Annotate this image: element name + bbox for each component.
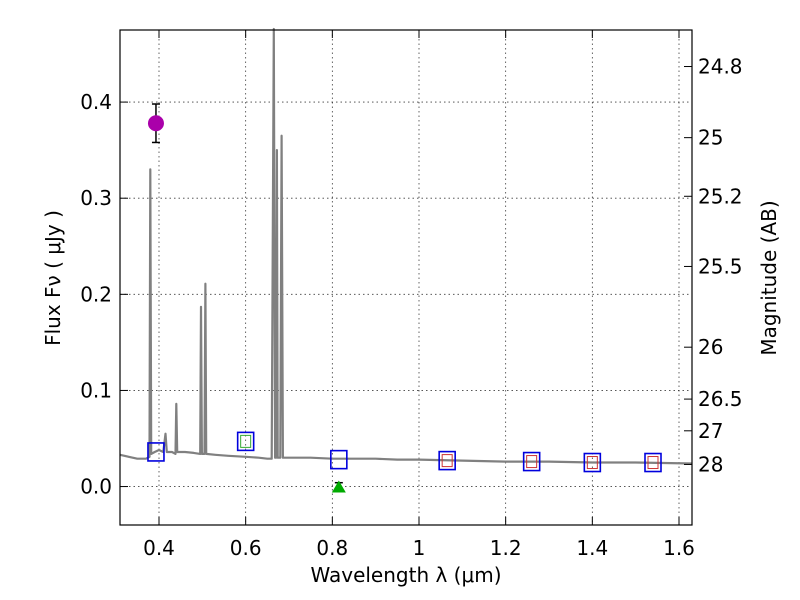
right-tick-label: 25.2	[698, 184, 743, 208]
spectrum-line	[119, 27, 693, 465]
right-tick-label: 26.5	[698, 387, 743, 411]
photometry-box	[583, 452, 602, 473]
x-tick-label: 1	[413, 536, 426, 560]
tick-label-layer: 0.4 0.6 0.8 1 1.2 1.4 1.6 0.0 0.1 0.2 0.3 0.4 24.8 25…	[80, 55, 742, 560]
y-tick-label: 0.1	[80, 378, 112, 402]
right-tick-label: 25.5	[698, 254, 743, 278]
model-band-marker	[526, 455, 538, 469]
detection-point	[147, 115, 164, 132]
x-tick-label: 1.2	[490, 536, 522, 560]
photometry-box	[330, 449, 348, 470]
y-axis-title: Flux Fν ( μJy )	[41, 210, 65, 346]
grid-lines	[120, 30, 692, 525]
photometry-box	[644, 452, 662, 473]
photometry-box	[438, 450, 456, 471]
right-tick-label: 28	[698, 452, 723, 476]
upper-limit-triangle	[331, 480, 346, 493]
y-tick-label: 0.2	[80, 282, 112, 306]
x-tick-label: 1.4	[576, 536, 608, 560]
y-tick-label: 0.4	[80, 90, 112, 114]
x-tick-label: 0.6	[230, 536, 262, 560]
x-tick-label: 0.8	[316, 536, 348, 560]
model-band-marker	[240, 434, 252, 448]
plot-frame	[119, 29, 693, 526]
x-tick-label: 1.6	[663, 536, 695, 560]
photometry-box	[522, 451, 541, 472]
x-tick-label: 0.4	[143, 536, 175, 560]
right-axis-title: Magnitude (AB)	[757, 200, 781, 355]
right-tick-label: 27	[698, 419, 723, 443]
spectrum-layer	[119, 27, 693, 465]
right-tick-label: 24.8	[698, 55, 743, 79]
model-band-marker	[647, 456, 659, 470]
tick-layer	[120, 30, 692, 525]
right-tick-label: 25	[698, 126, 723, 150]
model-band-marker	[586, 456, 598, 470]
y-tick-label: 0.3	[80, 186, 112, 210]
y-tick-label: 0.0	[80, 475, 112, 499]
model-band-marker	[441, 454, 453, 468]
marker-layer	[147, 103, 662, 493]
photometry-box	[236, 431, 255, 452]
x-axis-title: Wavelength λ (μm)	[310, 563, 501, 587]
photometry-box	[147, 442, 165, 462]
right-tick-label: 26	[698, 335, 723, 359]
